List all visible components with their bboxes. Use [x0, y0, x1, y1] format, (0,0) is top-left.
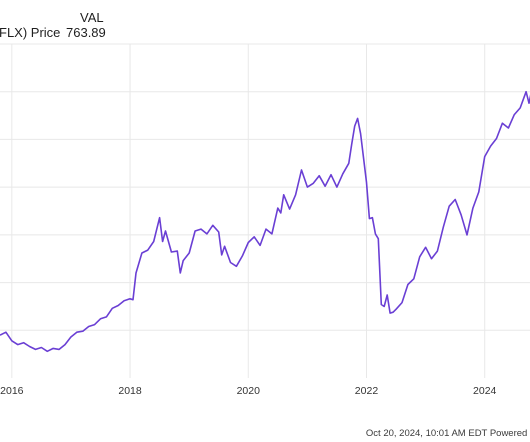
- value-header: VAL: [80, 10, 104, 25]
- x-tick-label: 2018: [118, 385, 142, 397]
- series-label: FLX) Price: [0, 25, 61, 40]
- x-tick-label: 2020: [237, 385, 261, 397]
- price-series-line: [0, 90, 530, 353]
- grid-lines: [0, 43, 530, 378]
- x-tick-label: 2022: [355, 385, 379, 397]
- legend: FLX) Price VAL 763.89: [0, 8, 530, 40]
- x-tick-label: 2016: [0, 385, 24, 397]
- x-axis-ticks: 2016 2018 2020 2022 2024: [0, 385, 496, 397]
- x-tick-label: 2024: [473, 385, 497, 397]
- current-value: 763.89: [66, 25, 106, 40]
- footer-timestamp: Oct 20, 2024, 10:01 AM EDT Powered by: [365, 428, 530, 439]
- series-layer: [0, 90, 530, 353]
